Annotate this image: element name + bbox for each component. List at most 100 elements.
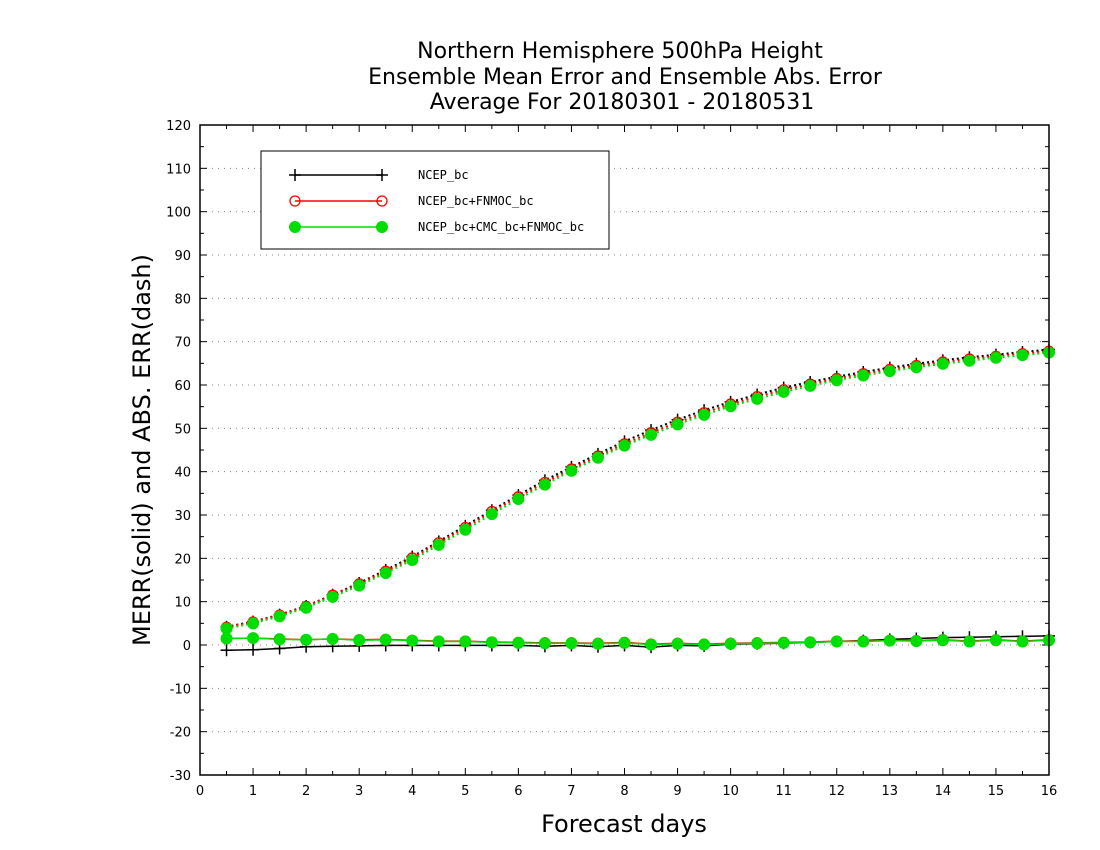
legend-marker <box>376 169 388 181</box>
abs-err-point <box>485 508 498 521</box>
legend-label: NCEP_bc+FNMOC_bc <box>418 194 534 208</box>
abs-err-point <box>724 400 737 413</box>
title-line-2: Ensemble Mean Error and Ensemble Abs. Er… <box>368 65 883 90</box>
merr-point <box>353 634 366 647</box>
merr-point <box>565 637 578 650</box>
x-tick-label: 12 <box>828 784 845 799</box>
x-tick-label: 8 <box>620 784 628 799</box>
merr-point <box>910 635 923 648</box>
series-2 <box>220 346 1055 651</box>
y-tick-label: 90 <box>174 249 191 264</box>
x-tick-label: 9 <box>673 784 681 799</box>
merr-point <box>379 633 392 646</box>
legend-marker <box>376 195 388 207</box>
abs-err-point <box>777 385 790 398</box>
abs-err-line <box>226 350 1050 629</box>
x-tick-label: 7 <box>567 784 575 799</box>
merr-point <box>326 632 339 645</box>
abs-err-point <box>883 365 896 378</box>
abs-err-point <box>830 374 843 387</box>
abs-err-point <box>591 451 604 464</box>
y-tick-label: 10 <box>174 596 191 611</box>
merr-point <box>645 638 658 651</box>
y-tick-label: 40 <box>174 466 191 481</box>
merr-point <box>883 634 896 647</box>
merr-point <box>963 635 976 648</box>
x-tick-label: 11 <box>775 784 792 799</box>
abs-err-point <box>1016 349 1029 362</box>
merr-point <box>247 632 260 645</box>
abs-err-point <box>512 492 525 505</box>
y-tick-label: 0 <box>183 639 191 654</box>
x-tick-label: 10 <box>722 784 739 799</box>
plot-frame <box>199 124 1050 776</box>
series-group <box>220 343 1055 657</box>
legend-item: NCEP_bc+CMC_bc+FNMOC_bc <box>289 220 584 234</box>
abs-err-point <box>804 379 817 392</box>
abs-err-point <box>432 538 445 551</box>
legend-box <box>260 150 610 250</box>
abs-err-point <box>326 590 339 603</box>
merr-point <box>220 632 233 645</box>
abs-err-point <box>910 361 923 374</box>
merr-point <box>538 637 551 650</box>
abs-err-point <box>671 418 684 431</box>
x-tick-label: 14 <box>935 784 952 799</box>
abs-err-point <box>618 439 631 452</box>
abs-err-point <box>989 351 1002 364</box>
abs-err-point <box>963 354 976 367</box>
abs-err-line <box>226 348 1050 628</box>
y-axis-ticks: -30 -20 -10 0 10 20 30 40 50 60 70 80 90 100 110 120 <box>166 119 1049 784</box>
legend-label: NCEP_bc <box>418 168 469 182</box>
x-tick-label: 0 <box>196 784 204 799</box>
legend-item: NCEP_bc <box>289 168 469 182</box>
y-tick-label: 120 <box>166 119 191 134</box>
y-tick-label: 110 <box>166 162 191 177</box>
y-tick-label: 70 <box>174 336 191 351</box>
abs-err-point <box>538 478 551 491</box>
merr-point <box>857 635 870 648</box>
abs-err-point <box>247 617 260 630</box>
merr-point <box>273 633 286 646</box>
abs-err-point <box>379 567 392 580</box>
merr-point <box>459 635 472 648</box>
x-tick-label: 13 <box>882 784 899 799</box>
legend-marker <box>289 221 301 233</box>
y-tick-label: 100 <box>166 206 191 221</box>
x-tick-label: 5 <box>461 784 469 799</box>
merr-point <box>671 637 684 650</box>
abs-err-point <box>751 392 764 405</box>
merr-point <box>591 637 604 650</box>
abs-err-point <box>273 610 286 623</box>
x-tick-label: 15 <box>988 784 1005 799</box>
merr-point <box>698 638 711 651</box>
abs-err-point <box>565 464 578 477</box>
merr-point <box>751 637 764 650</box>
y-tick-label: -10 <box>170 682 191 697</box>
legend-marker <box>289 169 301 181</box>
series-1 <box>220 345 1055 650</box>
x-tick-label: 16 <box>1041 784 1058 799</box>
merr-point <box>220 644 233 657</box>
abs-err-point <box>698 408 711 421</box>
x-axis-label: Forecast days <box>541 810 707 838</box>
y-axis-label: MERR(solid) and ABS. ERR(dash) <box>128 254 156 646</box>
abs-err-point <box>406 554 419 567</box>
merr-line <box>226 637 1050 646</box>
merr-point <box>777 636 790 649</box>
x-axis-ticks: 0 1 2 3 4 5 6 7 8 9 10 11 12 13 14 15 16 <box>196 125 1057 799</box>
abs-err-point <box>459 523 472 536</box>
abs-err-point <box>936 357 949 370</box>
legend-marker <box>289 195 301 207</box>
legend-label: NCEP_bc+CMC_bc+FNMOC_bc <box>418 220 584 234</box>
y-tick-label: -30 <box>170 769 191 784</box>
x-tick-label: 2 <box>302 784 310 799</box>
merr-point <box>618 636 631 649</box>
x-tick-label: 6 <box>514 784 522 799</box>
title-line-3: Average For 20180301 - 20180531 <box>430 90 815 115</box>
y-tick-label: 30 <box>174 509 191 524</box>
merr-point <box>989 634 1002 647</box>
x-tick-label: 4 <box>408 784 416 799</box>
x-tick-label: 3 <box>355 784 363 799</box>
